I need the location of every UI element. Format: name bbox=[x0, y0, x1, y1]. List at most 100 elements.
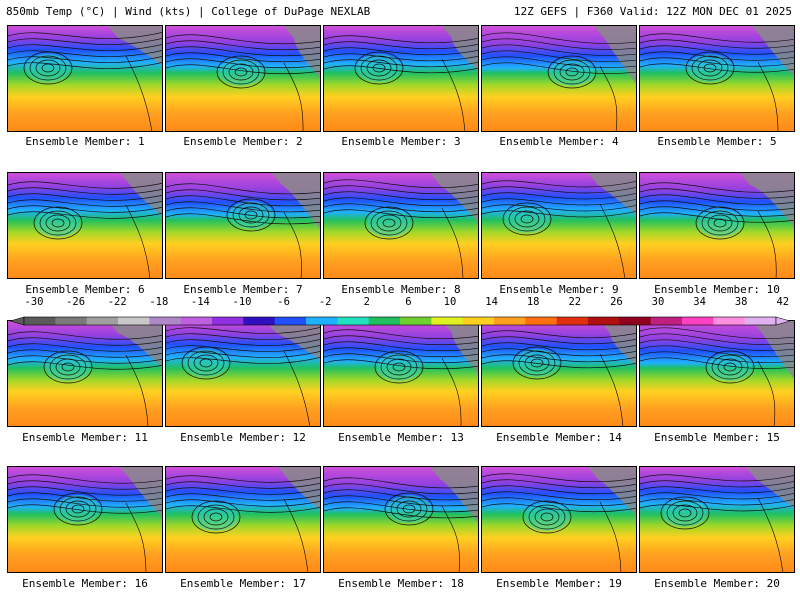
wind-contours bbox=[324, 179, 478, 240]
header: 850mb Temp (°C) | Wind (kts) | College o… bbox=[0, 0, 800, 22]
colorbar-segment bbox=[713, 317, 746, 325]
coastline bbox=[125, 204, 151, 278]
ensemble-member-label: Ensemble Member: 13 bbox=[338, 431, 464, 444]
warm-anomaly-blob bbox=[377, 353, 421, 381]
ensemble-member-map bbox=[639, 25, 795, 132]
ensemble-member-map bbox=[639, 320, 795, 427]
ensemble-member-label: Ensemble Member: 11 bbox=[22, 431, 148, 444]
ensemble-member-label: Ensemble Member: 4 bbox=[499, 135, 619, 148]
ensemble-member-label: Ensemble Member: 3 bbox=[341, 135, 461, 148]
colorbar-segment bbox=[86, 317, 119, 325]
wind-contours bbox=[8, 474, 162, 526]
colorbar-segment bbox=[431, 317, 464, 325]
colorbar-tick-label: -14 bbox=[190, 296, 210, 308]
wind-contours bbox=[640, 474, 794, 530]
colorbar-tick-label: -10 bbox=[232, 296, 252, 308]
colorbar-segment bbox=[55, 317, 88, 325]
ensemble-member-map bbox=[323, 466, 479, 573]
coastline bbox=[283, 211, 302, 278]
coastline bbox=[283, 62, 304, 131]
cold-air-region bbox=[108, 26, 162, 65]
warm-anomaly-blob bbox=[194, 503, 238, 531]
colorbar-tick-labels: -30 -26 -22 -18 -14 -10 -6 -2 2 6 10 14 18 22 26 30 34 38… bbox=[0, 296, 800, 308]
colorbar-tick-label: 34 bbox=[693, 296, 706, 308]
colorbar-segment bbox=[400, 317, 432, 325]
ensemble-member-label: Ensemble Member: 20 bbox=[654, 577, 780, 590]
coastline bbox=[441, 505, 460, 572]
coastline bbox=[283, 498, 309, 572]
ensemble-member-label: Ensemble Member: 5 bbox=[657, 135, 777, 148]
wind-contours bbox=[166, 34, 320, 89]
warm-anomaly-blob bbox=[367, 209, 411, 237]
ensemble-member-map bbox=[165, 320, 321, 427]
ensemble-member-map bbox=[165, 25, 321, 132]
coastline bbox=[599, 65, 618, 131]
colorbar-left-arrow bbox=[10, 316, 25, 326]
wind-contours bbox=[482, 32, 636, 89]
warm-anomaly-blob bbox=[26, 54, 70, 82]
coastline bbox=[441, 357, 462, 426]
colorbar-tick-label: -22 bbox=[107, 296, 127, 308]
ensemble-member-label: Ensemble Member: 9 bbox=[499, 283, 619, 296]
coastline bbox=[125, 502, 147, 572]
ensemble-member-label: Ensemble Member: 2 bbox=[183, 135, 303, 148]
wind-contours bbox=[166, 327, 320, 380]
ensemble-member-label: Ensemble Member: 14 bbox=[496, 431, 622, 444]
colorbar-tick-label: 38 bbox=[734, 296, 748, 308]
wind-contours bbox=[640, 327, 794, 384]
colorbar-tick-label: 2 bbox=[363, 296, 370, 308]
ensemble-member-label: Ensemble Member: 8 bbox=[341, 283, 461, 296]
ensemble-member-map bbox=[165, 466, 321, 573]
colorbar-segment bbox=[682, 317, 714, 325]
warm-anomaly-blob bbox=[56, 495, 100, 523]
wind-contours bbox=[482, 180, 636, 236]
coastline bbox=[283, 350, 311, 426]
colorbar-segment bbox=[149, 317, 182, 325]
cold-air-region bbox=[278, 467, 320, 510]
colorbar-tick-label: 18 bbox=[526, 296, 540, 308]
ensemble-member-map bbox=[7, 172, 163, 279]
warm-anomaly-blob bbox=[663, 499, 707, 527]
colorbar-segment bbox=[525, 317, 558, 325]
cold-air-region bbox=[284, 26, 320, 78]
cold-air-region bbox=[442, 26, 478, 71]
ensemble-member-label: Ensemble Member: 12 bbox=[180, 431, 306, 444]
temperature-colorbar bbox=[10, 316, 790, 326]
ensemble-member-map bbox=[481, 466, 637, 573]
ensemble-member-map bbox=[481, 320, 637, 427]
colorbar-tick-label: 22 bbox=[568, 296, 582, 308]
wind-contours bbox=[324, 329, 478, 384]
coastline bbox=[125, 354, 149, 426]
header-right-title: 12Z GEFS | F360 Valid: 12Z MON DEC 01 20… bbox=[513, 5, 792, 18]
colorbar-segment bbox=[650, 317, 683, 325]
cold-air-region bbox=[600, 321, 636, 366]
ensemble-member-label: Ensemble Member: 16 bbox=[22, 577, 148, 590]
cold-air-region bbox=[430, 173, 478, 222]
colorbar-segment bbox=[462, 317, 495, 325]
colorbar-segment bbox=[180, 317, 213, 325]
warm-anomaly-blob bbox=[708, 353, 752, 381]
ensemble-member-label: Ensemble Member: 19 bbox=[496, 577, 622, 590]
colorbar-tick-label: 26 bbox=[610, 296, 623, 308]
wind-contours bbox=[166, 475, 320, 534]
ensemble-member-map bbox=[481, 172, 637, 279]
wind-contours bbox=[640, 33, 794, 85]
cold-air-region bbox=[120, 467, 162, 517]
colorbar-segment bbox=[243, 317, 276, 325]
coastline bbox=[441, 58, 466, 131]
colorbar-segment bbox=[212, 317, 244, 325]
colorbar-segment bbox=[744, 317, 777, 325]
wind-contours bbox=[8, 331, 162, 384]
warm-anomaly-blob bbox=[688, 54, 732, 82]
warm-anomaly-blob bbox=[219, 58, 263, 86]
colorbar-tick-label: 10 bbox=[443, 296, 457, 308]
warm-anomaly-blob bbox=[184, 349, 228, 377]
warm-anomaly-blob bbox=[698, 209, 742, 237]
cold-air-region bbox=[752, 26, 794, 76]
header-left-title: 850mb Temp (°C) | Wind (kts) | College o… bbox=[6, 5, 371, 18]
colorbar-segment bbox=[619, 317, 652, 325]
colorbar-tick-label: 6 bbox=[405, 296, 412, 308]
cold-air-region bbox=[272, 173, 320, 229]
cold-air-region bbox=[746, 467, 794, 508]
ensemble-member-map bbox=[639, 466, 795, 573]
